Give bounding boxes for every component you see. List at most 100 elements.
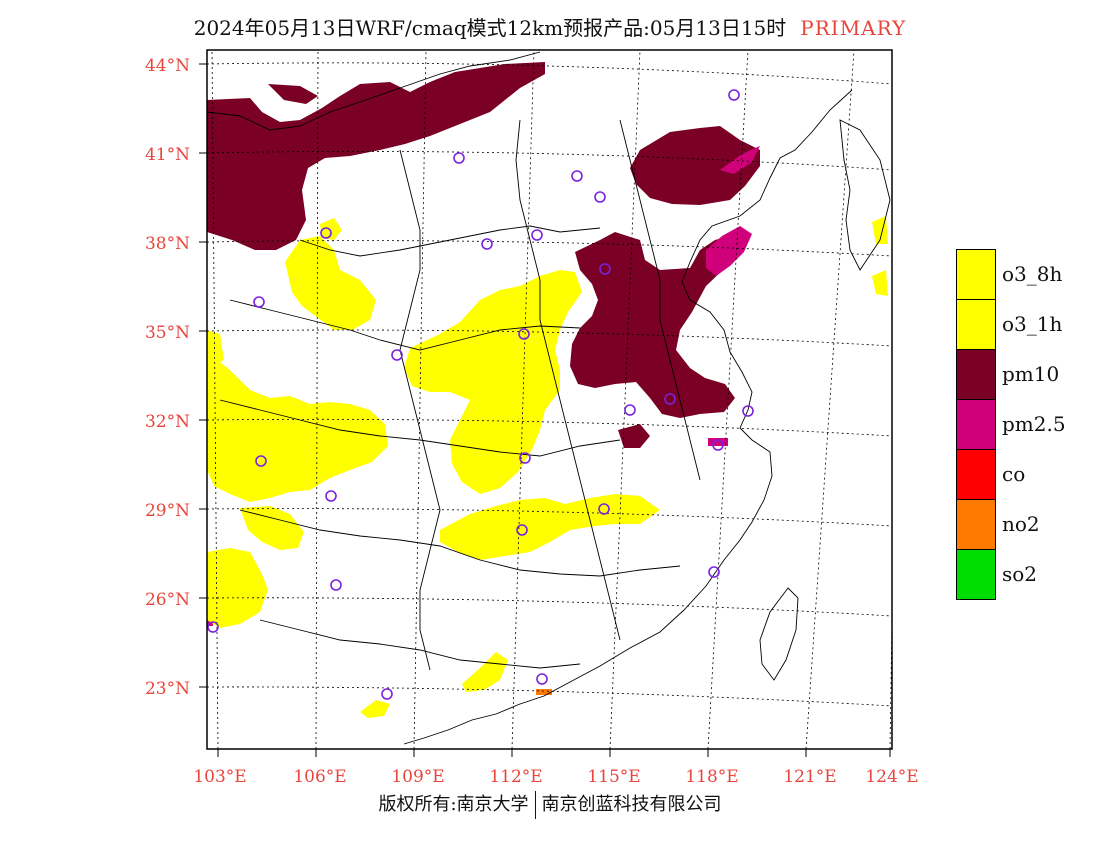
legend-swatch — [956, 299, 996, 350]
station-marker — [594, 191, 606, 203]
title-text: 2024年05月13日WRF/cmaq模式12km预报产品:05月13日15时 — [193, 16, 787, 40]
station-marker — [453, 152, 465, 164]
station-marker — [742, 405, 754, 417]
province-line-7 — [515, 119, 621, 641]
legend-swatch — [956, 249, 996, 300]
pm25-patch-south — [708, 438, 728, 446]
lon-label: 106°E — [293, 767, 346, 787]
station-marker — [664, 393, 676, 405]
legend-label: o3_8h — [1002, 262, 1063, 286]
lon-label: 103°E — [193, 767, 246, 787]
station-marker — [519, 452, 531, 464]
lon-label: 124°E — [865, 767, 918, 787]
legend-label: o3_1h — [1002, 312, 1063, 336]
map-frame — [206, 49, 893, 750]
legend-label: so2 — [1002, 562, 1038, 586]
lat-label: 41°N — [145, 145, 190, 165]
pm25-region-liaoning — [720, 146, 760, 174]
lat-label: 32°N — [145, 412, 190, 432]
boundaries — [207, 51, 891, 745]
lon-label: 115°E — [587, 767, 640, 787]
lat-labels: 44°N 41°N 38°N 35°N 32°N 29°N 26°N 23°N — [145, 56, 190, 699]
o3-region-south-central — [440, 494, 660, 560]
legend-swatch — [956, 549, 996, 600]
station-marker — [253, 296, 265, 308]
no2-patch — [536, 689, 552, 695]
o3-region-southwest — [207, 548, 268, 628]
copyright-text: 版权所有:南京大学 — [378, 794, 529, 815]
station-marker — [481, 238, 493, 250]
legend-swatch — [956, 349, 996, 400]
map-title: 2024年05月13日WRF/cmaq模式12km预报产品:05月13日15时 P… — [0, 12, 1100, 41]
lon-label: 112°E — [489, 767, 542, 787]
pm10-patch-east — [618, 424, 650, 448]
station-marker — [728, 89, 740, 101]
o3-region-central-west — [207, 352, 388, 502]
o3-region-southwest-2 — [240, 506, 304, 550]
lon-label: 118°E — [685, 767, 738, 787]
lat-label: 23°N — [145, 679, 190, 699]
lat-ticks — [199, 63, 207, 688]
legend-swatch — [956, 449, 996, 500]
province-line-3 — [219, 399, 621, 457]
coastline — [403, 89, 853, 745]
station-marker — [624, 404, 636, 416]
lat-label: 29°N — [145, 501, 190, 521]
o3-region-guangxi — [462, 652, 508, 692]
station-marker — [516, 524, 528, 536]
graticule — [207, 50, 892, 749]
lat-label: 44°N — [145, 56, 190, 76]
station-marker — [255, 455, 267, 467]
station-marker — [320, 227, 332, 239]
legend-swatch — [956, 399, 996, 450]
footer-separator — [534, 791, 536, 819]
o3-patch-east-coast-2 — [872, 270, 888, 296]
korea — [839, 119, 891, 271]
legend-label: no2 — [1002, 512, 1040, 536]
station-marker — [518, 328, 530, 340]
province-line-4 — [239, 509, 681, 577]
lat-label: 35°N — [145, 323, 190, 343]
station-marker — [712, 439, 724, 451]
station-marker — [536, 673, 548, 685]
map-layers — [207, 50, 892, 749]
o3-region-south-small — [360, 700, 390, 718]
lat-label: 38°N — [145, 234, 190, 254]
station-marker — [207, 621, 219, 633]
o3-patch-west-edge — [207, 330, 224, 366]
lon-labels: 103°E 106°E 109°E 112°E 115°E 118°E 121°… — [193, 767, 918, 787]
legend-label: co — [1002, 462, 1026, 486]
station-marker — [599, 263, 611, 275]
lat-label: 26°N — [145, 590, 190, 610]
lon-ticks — [217, 749, 891, 757]
taiwan — [759, 587, 799, 681]
pm10-region-northwest — [207, 62, 545, 250]
footer: 版权所有:南京大学 南京创蓝科技有限公司 — [0, 790, 1100, 819]
pm10-patch-west — [268, 84, 318, 104]
pm10-region-northeast — [630, 126, 760, 205]
primary-tag: PRIMARY — [800, 16, 907, 40]
border-north — [207, 51, 541, 131]
station-marker — [381, 688, 393, 700]
province-line-5 — [259, 619, 581, 669]
o3-region-north-central — [285, 236, 376, 330]
station-marker — [330, 579, 342, 591]
station-marker — [708, 566, 720, 578]
o3-region-northwest — [320, 218, 342, 240]
legend-swatch — [956, 499, 996, 550]
station-marker — [598, 503, 610, 515]
station-marker — [325, 490, 337, 502]
province-line-8 — [619, 119, 701, 481]
station-marker — [571, 170, 583, 182]
lon-label: 109°E — [391, 767, 444, 787]
pm25-region-bohai — [706, 226, 752, 276]
company-text: 南京创蓝科技有限公司 — [541, 794, 722, 815]
station-markers — [207, 89, 754, 700]
legend-label: pm10 — [1002, 362, 1060, 386]
station-marker — [531, 229, 543, 241]
station-marker — [391, 349, 403, 361]
pm10-region-east-plain — [570, 232, 742, 418]
province-line-2 — [229, 299, 581, 351]
province-line-1 — [299, 225, 601, 257]
